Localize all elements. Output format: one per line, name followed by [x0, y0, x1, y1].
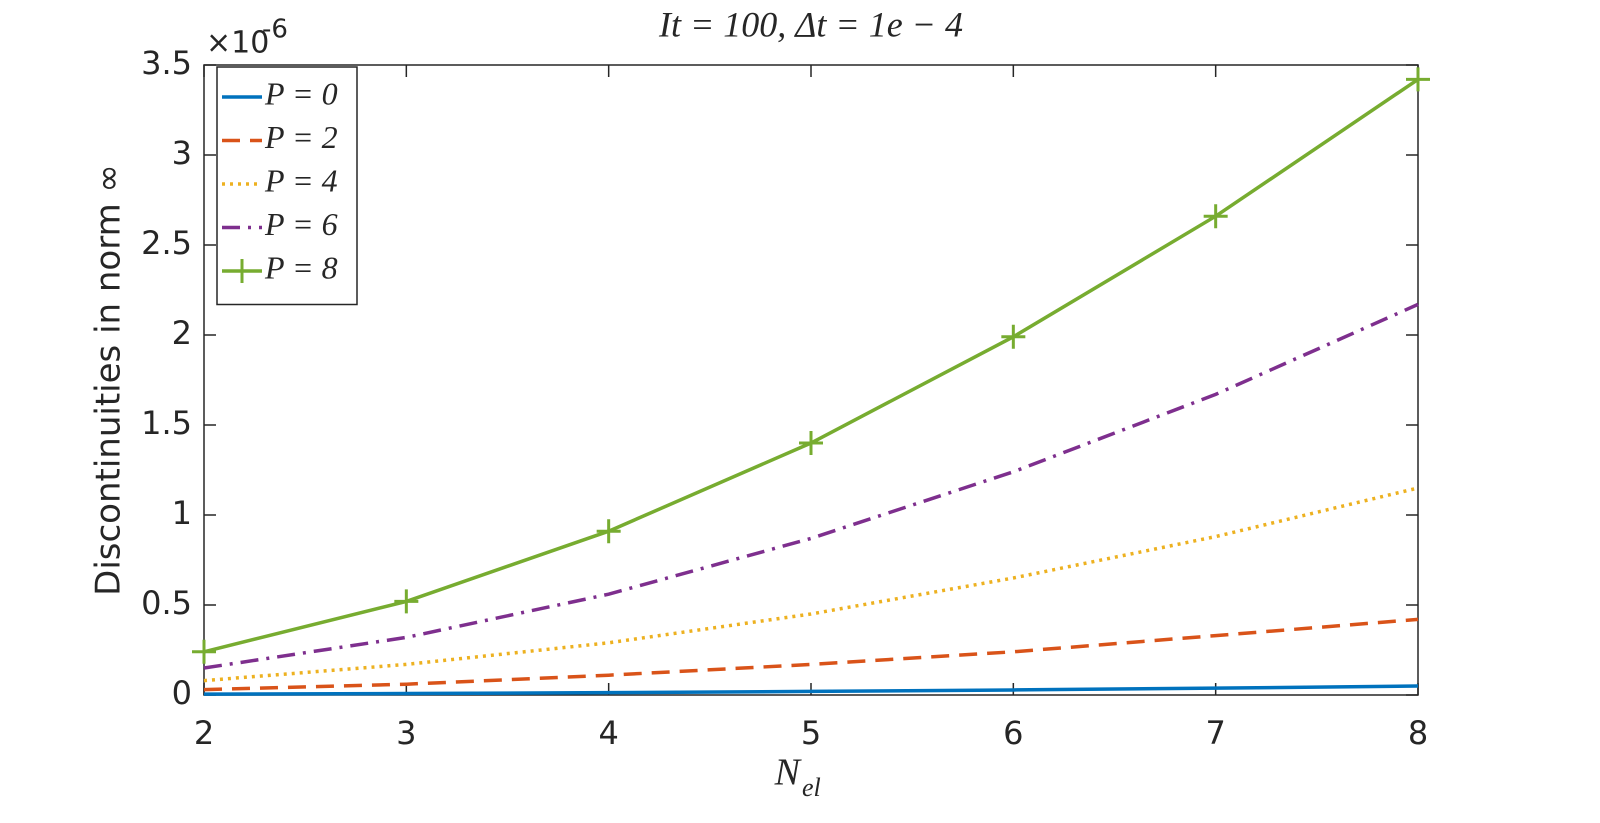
legend-label: P = 8 — [264, 249, 338, 285]
y-tick-label: 2.5 — [141, 224, 192, 262]
marker — [1203, 204, 1228, 229]
x-axis-label: N — [774, 752, 803, 794]
marker — [1406, 67, 1430, 92]
series-line — [203, 302, 1419, 670]
y-tick-label: 1 — [172, 494, 192, 532]
y-axis-label: Discontinuities in norm ∞ — [89, 164, 129, 596]
x-tick-label: 2 — [194, 714, 214, 752]
x-tick-label: 6 — [1003, 714, 1023, 752]
y-tick-label: 1.5 — [141, 404, 192, 442]
legend-label: P = 0 — [264, 75, 338, 111]
marker — [192, 639, 216, 664]
y-tick-label: 3.5 — [141, 44, 192, 82]
y-tick-label: 0 — [172, 674, 192, 712]
x-tick-label: 8 — [1408, 714, 1428, 752]
marker — [394, 589, 419, 614]
marker — [1001, 324, 1026, 349]
series-line — [203, 486, 1419, 683]
y-tick-label: 3 — [172, 134, 192, 172]
marker — [596, 519, 621, 544]
marker — [799, 431, 823, 455]
legend-label: P = 2 — [264, 119, 338, 155]
y-exponent: -6 — [262, 15, 288, 45]
marker — [230, 259, 254, 283]
x-tick-label: 5 — [801, 714, 821, 752]
y-tick-label: 0.5 — [141, 584, 192, 622]
x-axis-label-subscript: el — [802, 773, 821, 802]
x-tick-label: 7 — [1205, 714, 1225, 752]
series-line — [203, 684, 1419, 696]
legend-label: P = 6 — [264, 206, 338, 242]
x-tick-label: 3 — [396, 714, 416, 752]
y-exponent-base: ×10 — [206, 26, 269, 61]
chart-title: It = 100, Δt = 1e − 4 — [658, 4, 963, 44]
x-tick-label: 4 — [598, 714, 618, 752]
legend-label: P = 4 — [264, 162, 338, 198]
series-line — [203, 617, 1419, 692]
y-tick-label: 2 — [172, 314, 192, 352]
